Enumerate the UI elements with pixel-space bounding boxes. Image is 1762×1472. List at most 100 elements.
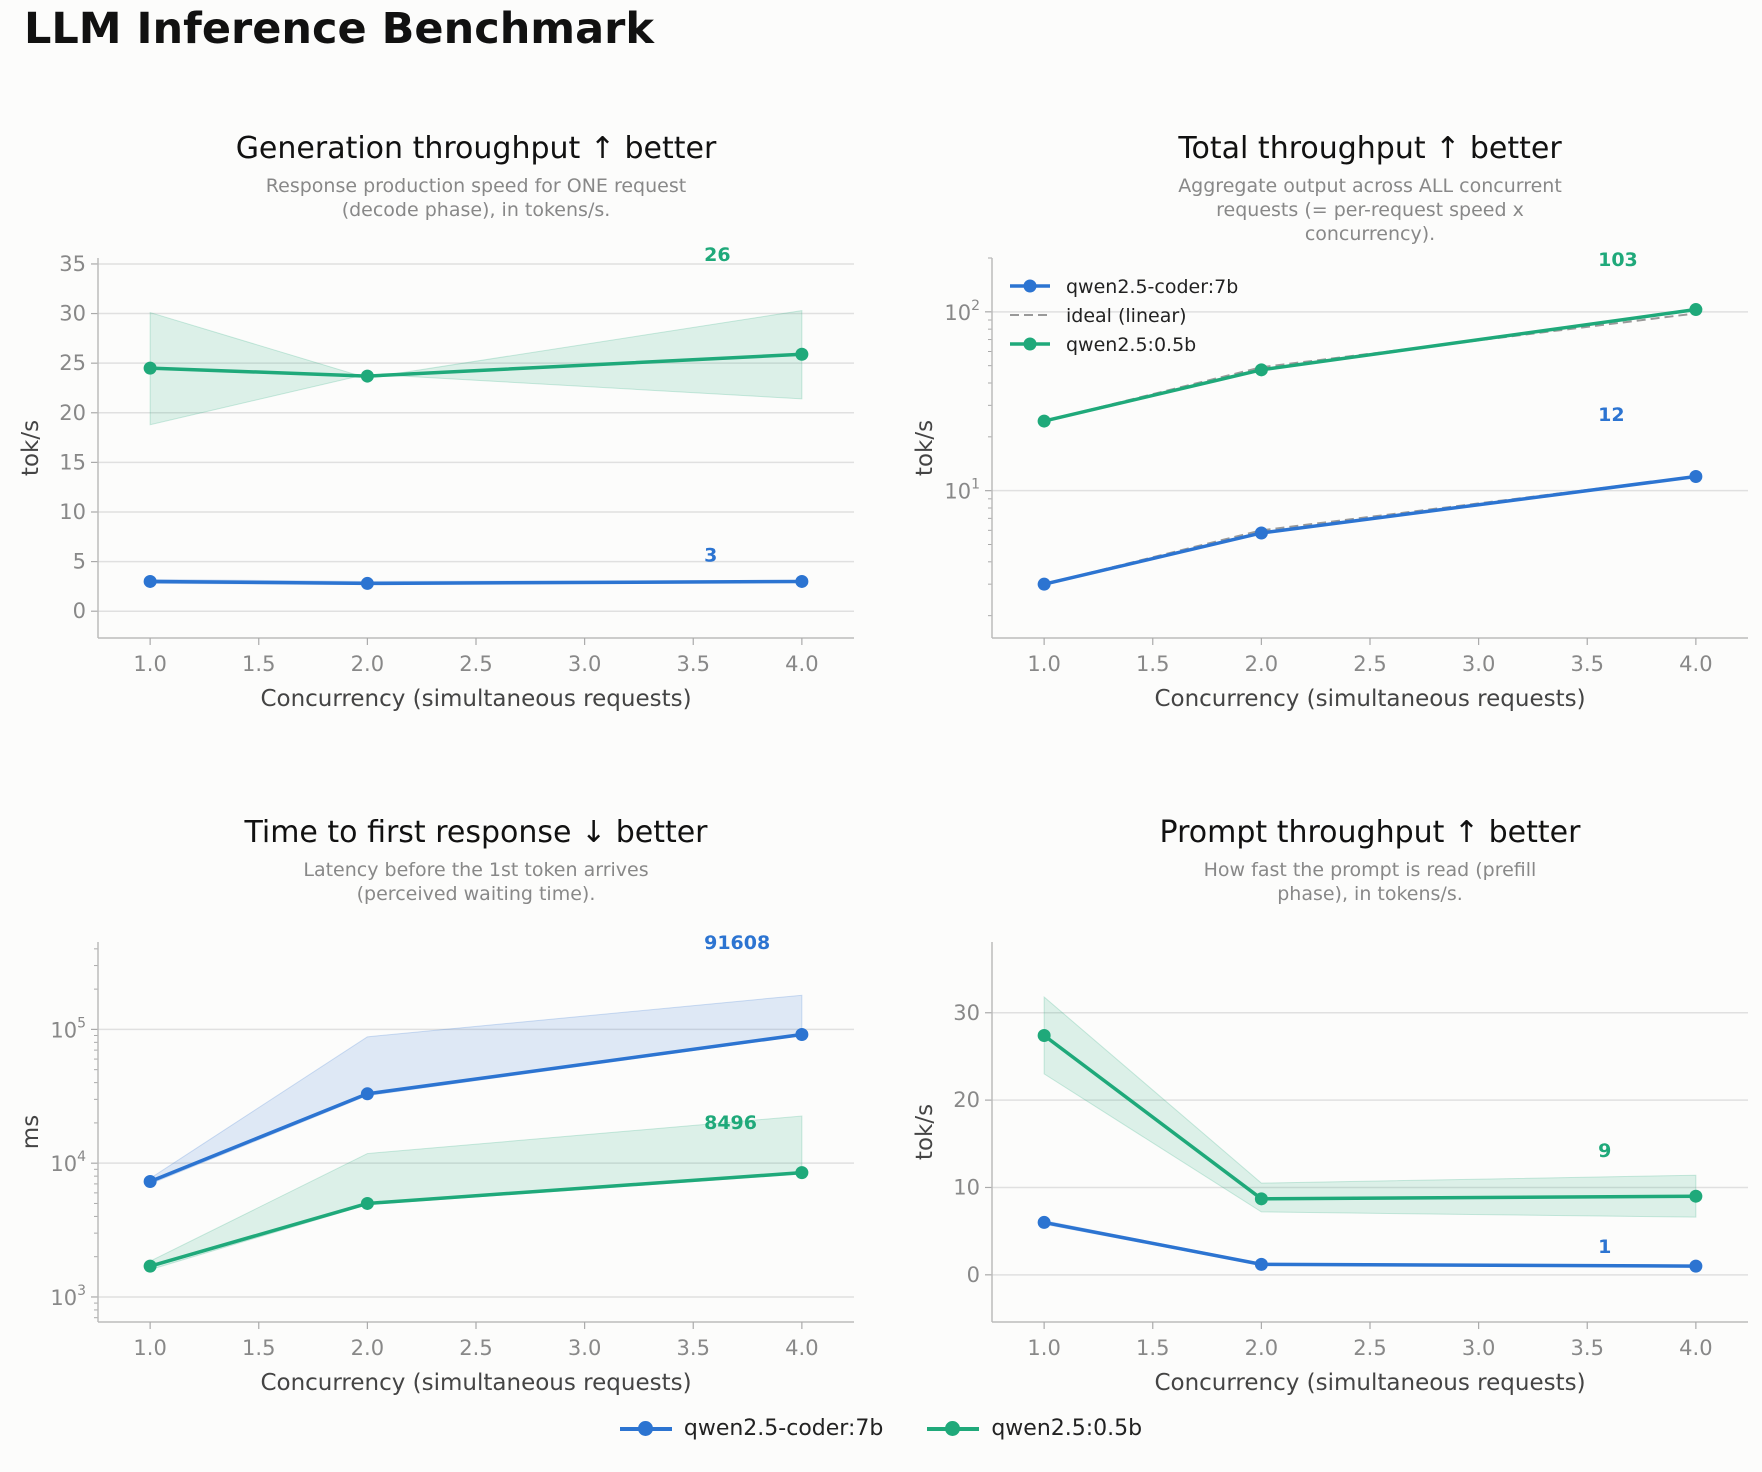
x-tick-label: 3.0 (568, 1336, 601, 1360)
x-tick-label: 4.0 (785, 652, 818, 676)
chart-subtitle-line: Aggregate output across ALL concurrent (1178, 175, 1562, 197)
data-point (1689, 303, 1703, 317)
legend-label: qwen2.5:0.5b (1066, 334, 1196, 356)
data-point (795, 1166, 809, 1180)
data-point (1689, 1189, 1703, 1203)
data-point (143, 1259, 157, 1273)
x-axis-label: Concurrency (simultaneous requests) (260, 1370, 691, 1396)
x-tick-label: 2.0 (351, 652, 384, 676)
y-tick-label: 5 (73, 550, 86, 574)
series-band (149, 310, 803, 426)
data-point (795, 574, 809, 588)
chart-ttft: Time to first response ↓ better Latency b… (18, 815, 854, 1396)
data-point (360, 1196, 374, 1210)
end-value-label: 91608 (704, 932, 770, 954)
data-point (360, 369, 374, 383)
y-tick-label: 10 (953, 1175, 980, 1199)
series-line (150, 579, 802, 586)
chart-subtitle-line: (perceived waiting time). (357, 883, 596, 905)
chart-generation: Generation throughput ↑ better Response p… (18, 131, 854, 712)
end-value-label: 26 (704, 244, 730, 266)
y-tick-label: 10 (59, 500, 86, 524)
data-point (1254, 1192, 1268, 1206)
x-tick-label: 1.0 (1027, 652, 1060, 676)
y-tick-label: 30 (59, 302, 86, 326)
data-point (1037, 577, 1051, 591)
data-point (360, 1087, 374, 1101)
series-0: 3 (143, 545, 809, 590)
chart-title: Time to first response ↓ better (243, 815, 708, 850)
x-tick-label: 1.0 (1027, 1336, 1060, 1360)
y-axis-label: ms (18, 1115, 44, 1149)
y-tick-label: 20 (59, 401, 86, 425)
series-1: 8496 (143, 1112, 809, 1273)
data-point (143, 361, 157, 375)
chart-subtitle-line: concurrency). (1305, 223, 1435, 245)
data-point (1689, 470, 1703, 484)
x-axis-label: Concurrency (simultaneous requests) (260, 686, 691, 712)
chart-total: Total throughput ↑ better Aggregate outpu… (912, 131, 1748, 712)
legend-label: ideal (linear) (1066, 305, 1187, 327)
legend-marker (1023, 337, 1037, 351)
chart-subtitle-line: How fast the prompt is read (prefill (1204, 859, 1537, 881)
y-tick-label: 104 (50, 1149, 86, 1176)
chart-subtitle-line: Response production speed for ONE reques… (266, 175, 686, 197)
end-value-label: 3 (704, 545, 717, 567)
x-tick-label: 3.5 (1571, 652, 1604, 676)
figure-legend: qwen2.5-coder:7b qwen2.5:0.5b (0, 1416, 1762, 1441)
y-tick-label: 103 (50, 1283, 86, 1310)
page-title: LLM Inference Benchmark (24, 4, 654, 54)
x-tick-label: 3.5 (1571, 1336, 1604, 1360)
end-value-label: 8496 (704, 1112, 757, 1134)
series-1: 103 (1037, 249, 1703, 428)
y-tick-label: 25 (59, 351, 86, 375)
data-point (1254, 526, 1268, 540)
x-tick-label: 2.0 (1245, 1336, 1278, 1360)
series-1: 26 (143, 244, 809, 426)
data-point (1037, 1215, 1051, 1229)
y-axis-label: tok/s (18, 420, 44, 476)
data-point (1689, 1259, 1703, 1273)
chart-title: Prompt throughput ↑ better (1160, 815, 1582, 850)
x-tick-label: 1.5 (242, 1336, 275, 1360)
x-tick-label: 3.0 (1462, 652, 1495, 676)
legend-entry-small: qwen2.5:0.5b (927, 1416, 1142, 1441)
charts-canvas: Generation throughput ↑ better Response p… (18, 131, 1748, 1396)
x-tick-label: 2.5 (459, 652, 492, 676)
legend-label-coder: qwen2.5-coder:7b (683, 1416, 884, 1441)
x-axis-label: Concurrency (simultaneous requests) (1154, 1370, 1585, 1396)
chart-legend: qwen2.5-coder:7b ideal (linear) qwen2.5:0.… (1010, 276, 1238, 356)
y-tick-label: 15 (59, 450, 86, 474)
x-tick-label: 3.0 (1462, 1336, 1495, 1360)
x-tick-label: 1.0 (133, 1336, 166, 1360)
x-tick-label: 4.0 (1679, 652, 1712, 676)
y-tick-label: 0 (73, 599, 86, 623)
y-tick-label: 20 (953, 1088, 980, 1112)
x-tick-label: 2.5 (459, 1336, 492, 1360)
x-tick-label: 2.0 (351, 1336, 384, 1360)
chart-title: Generation throughput ↑ better (236, 131, 717, 166)
x-tick-label: 1.0 (133, 652, 166, 676)
x-tick-label: 1.5 (1136, 652, 1169, 676)
data-point (1254, 363, 1268, 377)
x-tick-label: 2.5 (1353, 1336, 1386, 1360)
series-0: 1 (1037, 1215, 1703, 1273)
y-axis-label: tok/s (912, 420, 938, 476)
x-tick-label: 2.5 (1353, 652, 1386, 676)
series-1: 9 (1037, 995, 1703, 1218)
data-point (143, 574, 157, 588)
legend-entry-coder: qwen2.5-coder:7b (619, 1416, 884, 1441)
x-tick-label: 3.5 (677, 1336, 710, 1360)
x-tick-label: 1.5 (1136, 1336, 1169, 1360)
y-axis-label: tok/s (912, 1104, 938, 1160)
x-tick-label: 2.0 (1245, 652, 1278, 676)
x-tick-label: 1.5 (242, 652, 275, 676)
end-value-label: 9 (1598, 1140, 1611, 1162)
data-point (1037, 414, 1051, 428)
series-0: 12 (1037, 404, 1703, 591)
legend-marker (1023, 279, 1037, 293)
legend-label: qwen2.5-coder:7b (1066, 276, 1238, 298)
x-tick-label: 4.0 (785, 1336, 818, 1360)
data-point (360, 576, 374, 590)
